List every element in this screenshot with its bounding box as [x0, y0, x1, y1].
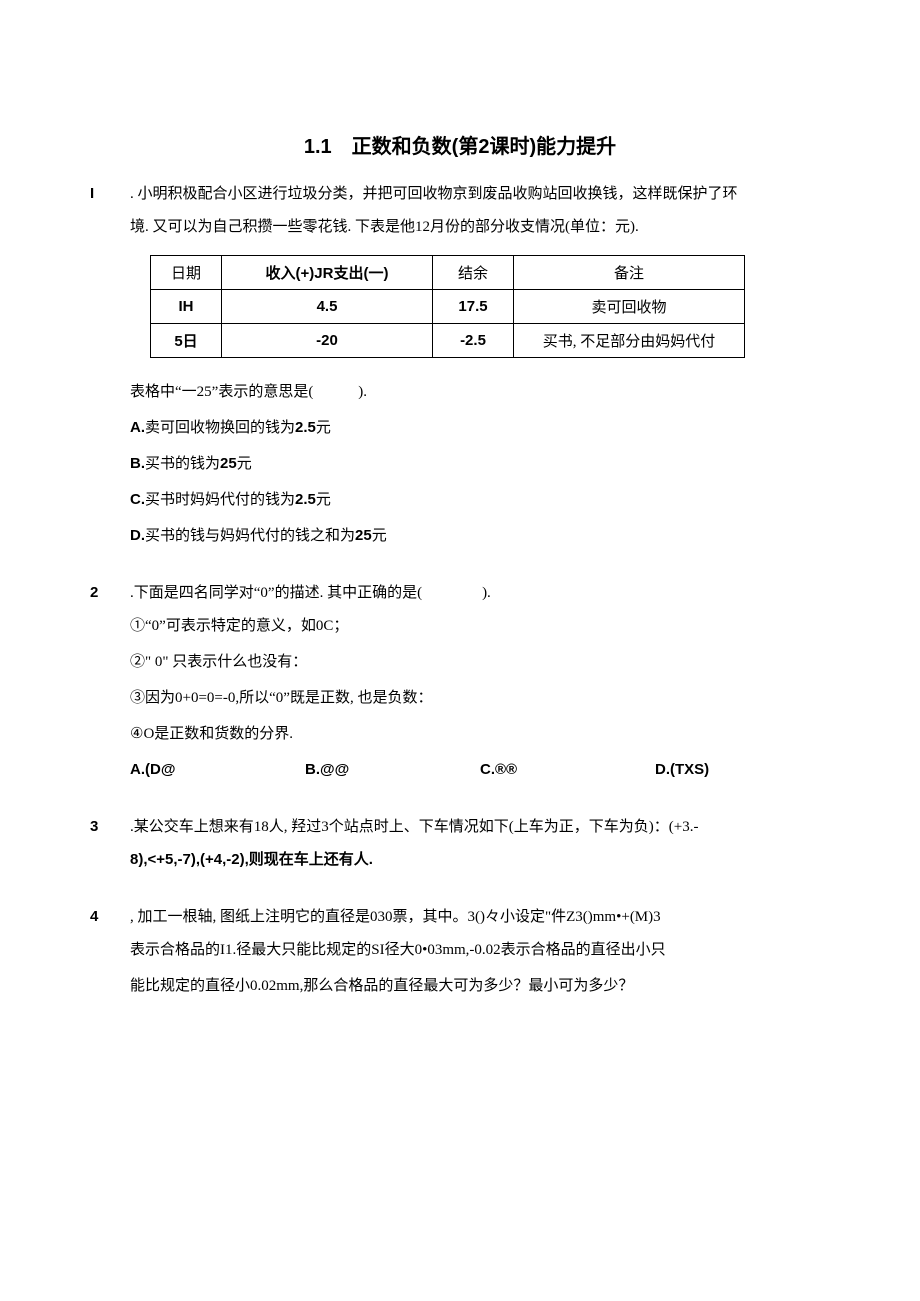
q1-r1c2: 4.5 — [222, 290, 433, 324]
q2-optC: C.®® — [480, 752, 655, 788]
q1-optB: B.买书的钱为25元 — [130, 446, 830, 482]
q2-number: 2 — [90, 578, 130, 608]
q1-r1c3: 17.5 — [433, 290, 514, 324]
q3-number: 3 — [90, 812, 130, 842]
q1-optC: C.买书时妈妈代付的钱为2.5元 — [130, 482, 830, 518]
question-3: 3 .某公交车上想来有18人, 羟过3个站点时上、下车情况如下(上车为正，下车为… — [90, 812, 830, 878]
q1-ask: 表格中“一25”表示的意思是( ). — [130, 374, 830, 410]
q2-options: A.(D@ B.@@ C.®® D.(TXS) — [130, 752, 830, 788]
q1-r2c2: -20 — [222, 324, 433, 358]
q1-r1c1: IH — [151, 290, 222, 324]
q2-optD: D.(TXS) — [655, 752, 830, 788]
q2-line1: .下面是四名同学对“0”的描述. 其中正确的是( ). — [130, 578, 830, 608]
q4-line1: , 加工一根轴, 图纸上注明它的直径是030票，其中。3()々小设定"件Z3()… — [130, 902, 830, 932]
q1-optA: A.A.卖可回收物换回的钱为2.5元卖可回收物换回的钱为2.5元 — [130, 410, 830, 446]
q2-s1: ①“0”可表示特定的意义，如0C； — [130, 608, 830, 644]
q4-line3: 能比规定的直径小0.02mm,那么合格品的直径最大可为多少？最小可为多少？ — [130, 968, 830, 1004]
q2-s3: ③因为0+0=0=-0,所以“0”既是正数, 也是负数： — [130, 680, 830, 716]
q1-th-balance: 结余 — [433, 256, 514, 290]
question-2: 2 .下面是四名同学对“0”的描述. 其中正确的是( ). ①“0”可表示特定的… — [90, 578, 830, 788]
q1-optD: D.买书的钱与妈妈代付的钱之和为25元 — [130, 518, 830, 554]
q4-number: 4 — [90, 902, 130, 932]
page-title: 1.1 正数和负数(第2课时)能力提升 — [90, 130, 830, 159]
q2-s4: ④O是正数和货数的分界. — [130, 716, 830, 752]
q1-th-date: 日期 — [151, 256, 222, 290]
q1-th-note: 备注 — [514, 256, 745, 290]
q1-r2c4: 买书, 不足部分由妈妈代付 — [514, 324, 745, 358]
q3-line1: .某公交车上想来有18人, 羟过3个站点时上、下车情况如下(上车为正，下车为负)… — [130, 812, 830, 842]
q2-optA: A.(D@ — [130, 752, 305, 788]
q1-th-io: 收入(+)JR支出(一) — [222, 256, 433, 290]
q2-optB: B.@@ — [305, 752, 480, 788]
q2-s2: ②" 0" 只表示什么也没有： — [130, 644, 830, 680]
question-1: I . 小明积极配合小区进行垃圾分类，并把可回收物京到废品收购站回收换钱，这样既… — [90, 179, 830, 554]
question-4: 4 , 加工一根轴, 图纸上注明它的直径是030票，其中。3()々小设定"件Z3… — [90, 902, 830, 1004]
q1-line1: . 小明积极配合小区进行垃圾分类，并把可回收物京到废品收购站回收换钱，这样既保护… — [130, 179, 830, 209]
q4-line2: 表示合格品的I1.径最大只能比规定的SI径大0•03mm,-0.02表示合格品的… — [130, 932, 830, 968]
q1-r2c1: 5日 — [151, 324, 222, 358]
q1-number: I — [90, 179, 130, 209]
q3-line2: 8),<+5,-7),(+4,-2),则现在车上还有人. — [130, 842, 830, 878]
q1-line2: 境. 又可以为自己积攒一些零花钱. 下表是他12月份的部分收支情况(单位：元). — [130, 209, 830, 245]
q1-r1c4: 卖可回收物 — [514, 290, 745, 324]
q1-table: 日期 收入(+)JR支出(一) 结余 备注 IH 4.5 17.5 卖可回收物 … — [150, 255, 745, 358]
q1-r2c3: -2.5 — [433, 324, 514, 358]
